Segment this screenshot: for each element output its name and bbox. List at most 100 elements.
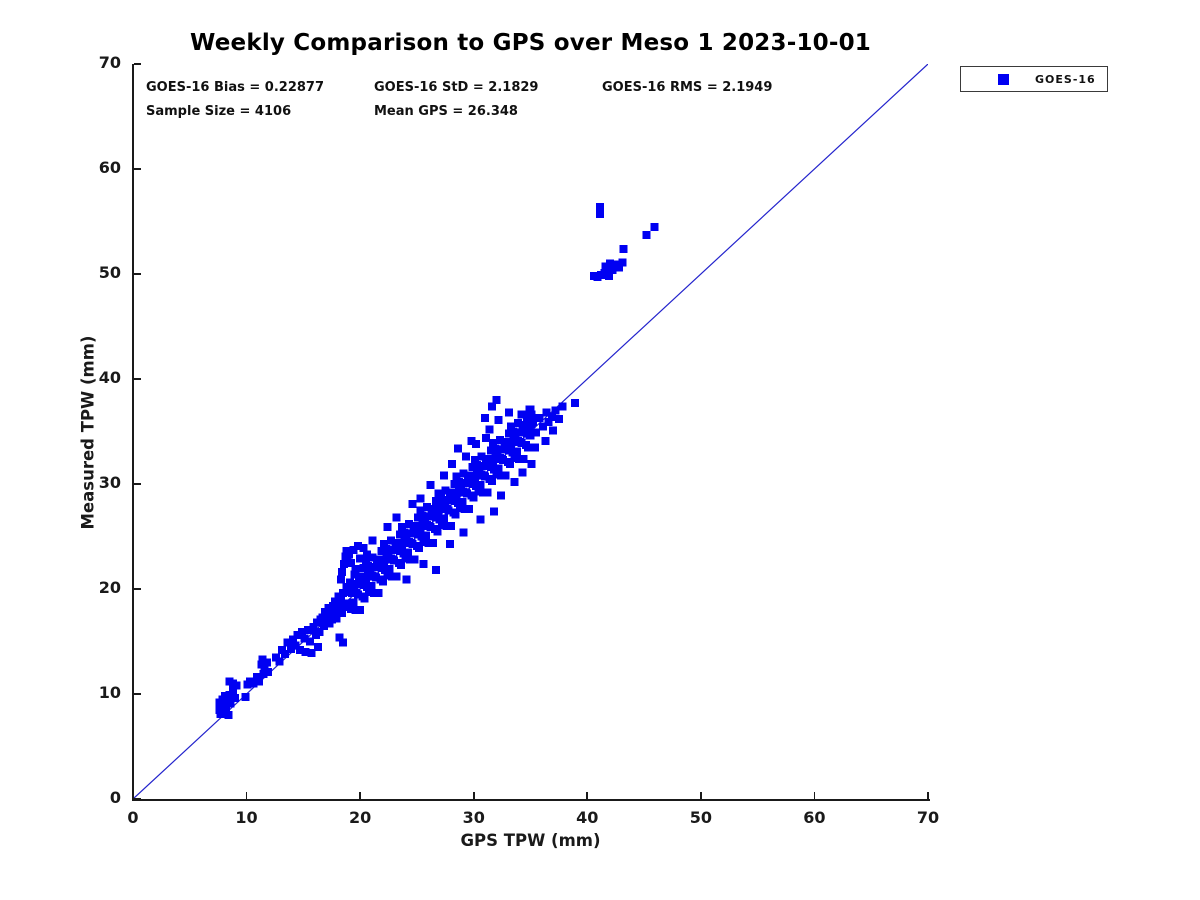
scatter-point — [490, 465, 499, 474]
scatter-point — [323, 611, 332, 620]
scatter-point — [420, 514, 429, 523]
scatter-point — [395, 530, 404, 539]
scatter-point — [433, 527, 442, 536]
scatter-point — [361, 556, 370, 565]
x-tick-mark — [472, 792, 475, 799]
y-tick-mark — [133, 168, 141, 170]
scatter-point — [528, 418, 537, 427]
scatter-point — [327, 615, 336, 624]
scatter-point — [477, 452, 486, 461]
scatter-point — [289, 635, 298, 644]
scatter-point — [595, 210, 604, 219]
scatter-point — [349, 546, 358, 555]
scatter-point — [402, 531, 411, 540]
scatter-point — [489, 439, 497, 448]
scatter-point — [518, 468, 527, 477]
x-tick-label: 10 — [235, 808, 258, 827]
scatter-point — [466, 471, 475, 480]
scatter-point — [487, 402, 496, 411]
x-tick-label: 60 — [803, 808, 826, 827]
scatter-point — [606, 259, 614, 268]
scatter-point — [535, 413, 544, 422]
scatter-point — [453, 498, 462, 507]
scatter-point — [300, 634, 309, 643]
scatter-point — [642, 231, 651, 240]
scatter-point — [333, 599, 342, 608]
scatter-point — [526, 405, 535, 414]
scatter-point — [263, 658, 271, 667]
scatter-point — [525, 431, 534, 440]
scatter-point — [363, 582, 371, 591]
scatter-point — [416, 494, 425, 503]
scatter-point — [499, 455, 508, 464]
scatter-point — [459, 528, 468, 537]
scatter-point — [381, 566, 390, 575]
scatter-point — [393, 538, 402, 547]
x-tick-label: 50 — [689, 808, 712, 827]
scatter-point — [369, 589, 378, 598]
x-tick-mark — [586, 792, 589, 799]
y-tick-mark — [133, 273, 141, 275]
y-tick-label: 40 — [98, 368, 121, 387]
scatter-point — [428, 538, 437, 547]
legend-label: GOES-16 — [1035, 72, 1096, 86]
scatter-point — [384, 548, 393, 557]
scatter-point — [252, 673, 261, 682]
y-tick-label: 10 — [98, 683, 121, 702]
scatter-point — [277, 645, 286, 654]
scatter-point — [368, 536, 377, 545]
scatter-point — [426, 481, 435, 490]
scatter-point — [328, 601, 337, 610]
scatter-point — [356, 554, 365, 563]
scatter-point — [460, 505, 469, 514]
scatter-point — [226, 699, 235, 708]
scatter-point — [615, 263, 624, 272]
scatter-point — [490, 507, 499, 516]
scatter-point — [432, 566, 441, 575]
x-tick-label: 20 — [349, 808, 372, 827]
scatter-point — [423, 503, 432, 512]
scatter-point — [487, 476, 496, 485]
scatter-point — [504, 408, 513, 417]
scatter-point — [228, 686, 237, 695]
scatter-point — [410, 555, 419, 564]
stat-std: GOES-16 StD = 2.1829 — [374, 80, 539, 95]
stat-mean-gps: Mean GPS = 26.348 — [374, 104, 518, 119]
y-axis-spine — [131, 64, 134, 801]
y-tick-mark — [133, 798, 141, 800]
scatter-point — [401, 554, 410, 563]
y-axis-label: Measured TPW (mm) — [78, 335, 98, 530]
scatter-point — [416, 506, 425, 515]
scatter-point — [255, 677, 264, 686]
scatter-point — [481, 472, 490, 481]
x-tick-label: 30 — [462, 808, 485, 827]
scatter-point — [549, 426, 558, 435]
scatter-point — [221, 692, 229, 701]
scatter-point — [482, 433, 491, 442]
scatter-point — [512, 447, 521, 456]
scatter-point — [415, 544, 424, 553]
scatter-point — [437, 520, 446, 529]
scatter-point — [330, 610, 338, 619]
x-tick-label: 0 — [127, 808, 139, 827]
scatter-point — [222, 704, 231, 713]
legend-box: GOES-16 — [960, 66, 1108, 92]
scatter-point — [249, 679, 258, 688]
scatter-point — [448, 460, 457, 469]
scatter-point — [522, 424, 530, 433]
scatter-point — [338, 609, 346, 618]
scatter-point — [402, 575, 411, 584]
scatter-point — [494, 416, 503, 424]
scatter-point — [450, 480, 459, 488]
scatter-point — [619, 244, 628, 253]
scatter-point — [469, 493, 478, 502]
scatter-point — [399, 549, 408, 558]
stat-rms: GOES-16 RMS = 2.1949 — [602, 80, 773, 95]
scatter-point — [286, 644, 295, 653]
scatter-point — [445, 539, 454, 548]
scatter-point — [514, 419, 522, 428]
scatter-point — [283, 638, 292, 647]
scatter-point — [259, 670, 268, 678]
scatter-point — [451, 510, 460, 519]
